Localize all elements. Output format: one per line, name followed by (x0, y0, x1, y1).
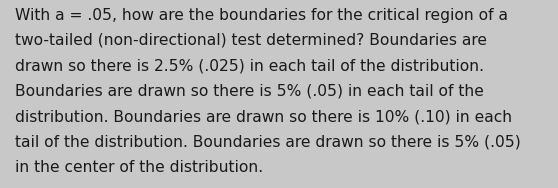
Text: With a = .05, how are the boundaries for the critical region of a: With a = .05, how are the boundaries for… (15, 8, 508, 23)
Text: distribution. Boundaries are drawn so there is 10% (.10) in each: distribution. Boundaries are drawn so th… (15, 109, 512, 124)
Text: two-tailed (non-directional) test determined? Boundaries are: two-tailed (non-directional) test determ… (15, 33, 487, 48)
Text: tail of the distribution. Boundaries are drawn so there is 5% (.05): tail of the distribution. Boundaries are… (15, 134, 521, 149)
Text: in the center of the distribution.: in the center of the distribution. (15, 160, 263, 175)
Text: drawn so there is 2.5% (.025) in each tail of the distribution.: drawn so there is 2.5% (.025) in each ta… (15, 58, 484, 73)
Text: Boundaries are drawn so there is 5% (.05) in each tail of the: Boundaries are drawn so there is 5% (.05… (15, 84, 484, 99)
